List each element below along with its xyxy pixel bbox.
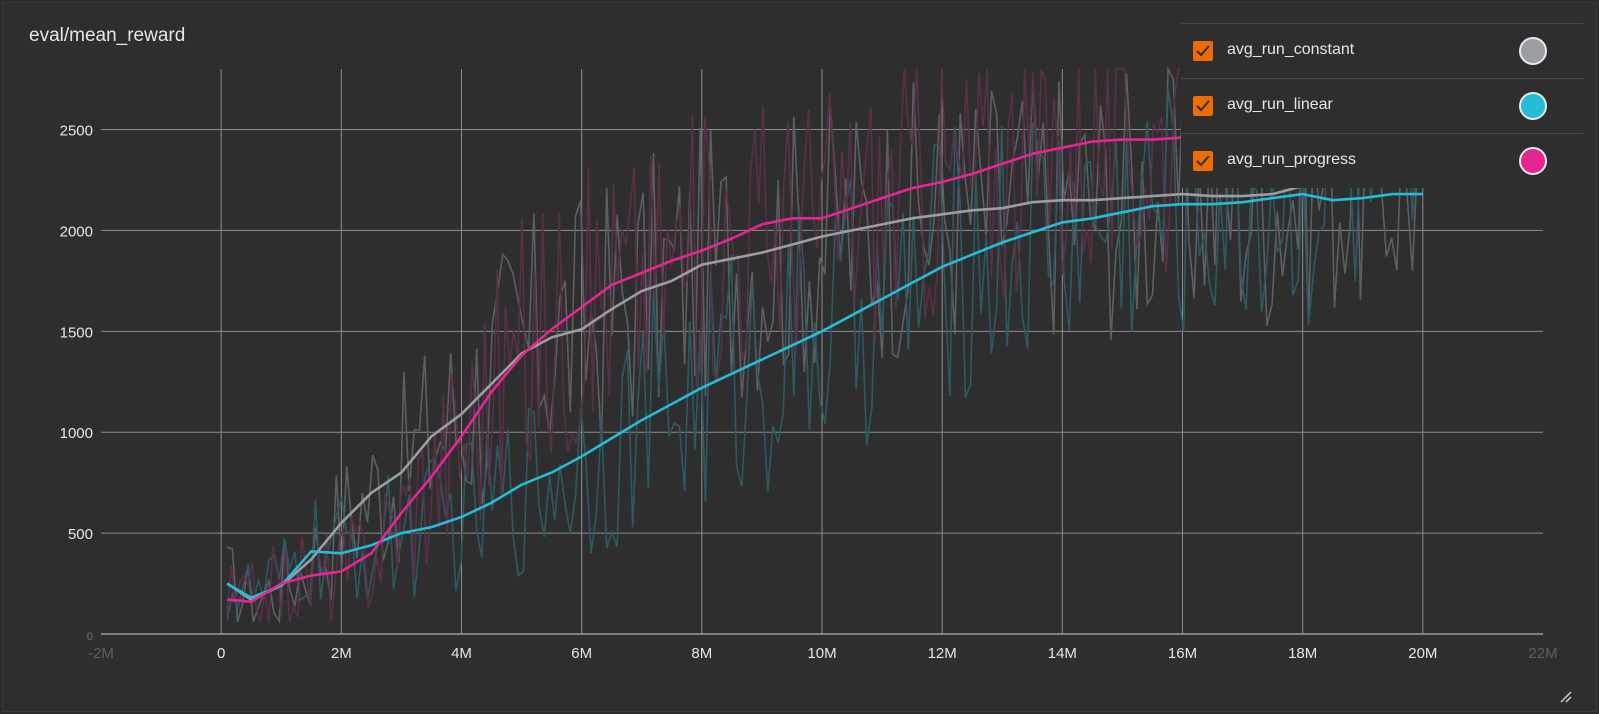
x-tick-label: 22M [1528, 645, 1557, 662]
series-line-avg_run_constant[interactable] [226, 178, 1423, 601]
raw-line-avg_run_progress [226, 68, 1183, 623]
x-tick-label: 20M [1408, 645, 1437, 662]
series-line-avg_run_linear[interactable] [226, 192, 1423, 599]
raw-line-avg_run_linear [226, 76, 1424, 621]
y-tick-label: 2000 [60, 223, 93, 240]
x-tick-label: 6M [571, 645, 592, 662]
y-tick-label: 1500 [60, 324, 93, 341]
checkbox-checked-icon[interactable] [1193, 151, 1213, 171]
x-tick-label: 12M [928, 645, 957, 662]
color-swatch-icon[interactable] [1519, 92, 1547, 120]
legend-item[interactable]: avg_run_constant [1181, 23, 1583, 78]
legend-item[interactable]: avg_run_linear [1181, 78, 1583, 133]
color-swatch-icon[interactable] [1519, 147, 1547, 175]
x-tick-labels: -2M 0 2M 4M 6M 8M 10M 12M 14M 16M 18M 20M 22M [88, 645, 1558, 662]
checkbox-checked-icon[interactable] [1193, 96, 1213, 116]
x-tick-label: 4M [451, 645, 472, 662]
smoothed-series [226, 136, 1423, 603]
legend-label: avg_run_constant [1227, 41, 1355, 58]
x-tick-label: 10M [807, 645, 836, 662]
y-tick-labels: 0 500 1000 1500 2000 2500 [60, 123, 93, 643]
line-chart[interactable]: 0 500 1000 1500 2000 2500 -2M 0 2M 4M 6M 8M 10M 12M 1… [3, 3, 1598, 713]
chart-title: eval/mean_reward [29, 25, 186, 46]
y-tick-label: 2500 [60, 123, 93, 140]
x-tick-label: 16M [1168, 645, 1197, 662]
x-tick-label: 14M [1048, 645, 1077, 662]
legend-label: avg_run_progress [1227, 151, 1356, 168]
x-tick-label: 0 [217, 645, 225, 662]
legend-item[interactable]: avg_run_progress [1181, 133, 1583, 188]
y-tick-label: 0 [87, 631, 93, 643]
y-tick-label: 1000 [60, 425, 93, 442]
checkbox-checked-icon[interactable] [1193, 41, 1213, 61]
resize-handle-icon[interactable] [1558, 689, 1572, 703]
color-swatch-icon[interactable] [1519, 37, 1547, 65]
y-tick-label: 500 [68, 526, 93, 543]
legend-label: avg_run_linear [1227, 96, 1333, 113]
legend: avg_run_constant avg_run_linear avg_run_pr… [1181, 23, 1583, 188]
x-tick-label: 8M [691, 645, 712, 662]
x-tick-label: 18M [1288, 645, 1317, 662]
series-line-avg_run_progress[interactable] [227, 136, 1183, 603]
x-tick-label: -2M [88, 645, 114, 662]
x-tick-label: 2M [331, 645, 352, 662]
